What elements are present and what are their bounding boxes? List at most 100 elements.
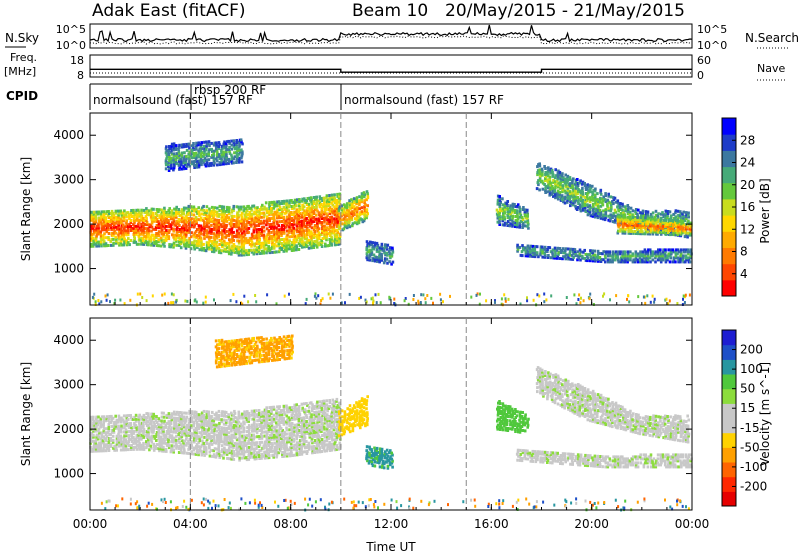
range-cell: [220, 160, 224, 164]
range-cell: [188, 419, 191, 423]
range-cell: [316, 233, 319, 237]
range-cell: [200, 419, 203, 423]
range-cell: [576, 184, 580, 187]
range-cell: [320, 245, 324, 248]
range-cell: [594, 255, 598, 259]
range-cell: [114, 235, 117, 239]
range-cell: [205, 424, 209, 428]
range-cell: [642, 218, 645, 222]
range-cell: [666, 223, 669, 226]
range-cell: [379, 301, 382, 305]
range-cell: [227, 431, 231, 435]
range-cell: [205, 223, 209, 227]
range-cell: [554, 184, 557, 188]
range-cell: [576, 178, 579, 181]
range-cell: [235, 145, 238, 148]
range-cell: [125, 416, 129, 420]
range-cell: [99, 218, 102, 222]
range-cell: [591, 212, 595, 216]
range-cell: [579, 209, 583, 213]
range-cell: [548, 191, 552, 195]
range-cell: [578, 252, 582, 256]
range-cell: [115, 442, 119, 446]
nave-label: Nave: [757, 62, 785, 75]
range-cell: [195, 442, 199, 446]
range-cell: [200, 240, 203, 244]
range-cell: [569, 194, 573, 198]
range-cell: [305, 297, 308, 301]
range-cell: [227, 246, 231, 250]
range-cell: [599, 210, 603, 214]
range-cell: [117, 217, 121, 221]
range-cell: [160, 441, 164, 445]
range-cell: [232, 449, 235, 453]
range-cell: [193, 207, 196, 211]
range-cell: [205, 144, 208, 148]
range-cell: [588, 253, 592, 257]
range-cell: [142, 447, 146, 451]
range-cell: [308, 242, 312, 246]
range-cell: [546, 250, 549, 253]
cpid-segment-4: normalsound (fast) 157 RF: [344, 93, 504, 107]
range-cell: [208, 229, 212, 233]
range-cell: [165, 210, 168, 214]
range-cell: [679, 219, 683, 223]
range-cell: [198, 248, 202, 252]
range-cell: [194, 151, 198, 155]
range-cell: [162, 415, 166, 419]
range-cell: [541, 247, 545, 251]
range-cell: [336, 230, 340, 234]
range-cell: [503, 203, 507, 207]
range-cell: [353, 209, 356, 213]
range-cell: [168, 424, 171, 428]
range-cell: [221, 229, 224, 233]
range-cell: [419, 301, 422, 304]
range-cell: [197, 238, 200, 242]
range-cell: [345, 222, 349, 226]
range-cell: [683, 235, 687, 239]
range-cell: [543, 251, 546, 255]
range-cell: [660, 220, 663, 224]
range-cell: [238, 245, 242, 249]
range-cell: [664, 256, 667, 260]
range-cell: [121, 211, 125, 215]
range-cell: [559, 176, 562, 180]
range-cell: [207, 241, 210, 245]
range-cell: [363, 199, 366, 203]
range-cell: [518, 223, 522, 227]
range-cell: [656, 216, 660, 220]
range-cell: [264, 243, 268, 247]
range-cell: [163, 226, 167, 230]
range-cell: [571, 195, 574, 199]
range-cell: [142, 419, 146, 423]
range-cell: [140, 230, 144, 234]
range-cell: [138, 214, 141, 218]
range-cell: [197, 413, 201, 417]
range-cell: [95, 228, 98, 232]
range-cell: [686, 225, 689, 229]
range-cell: [516, 213, 519, 217]
range-cell: [233, 429, 236, 433]
range-cell: [184, 417, 188, 421]
range-cell: [470, 295, 473, 299]
range-cell: [89, 212, 93, 216]
range-cell: [316, 241, 319, 245]
range-cell: [174, 148, 178, 152]
range-cell: [138, 441, 141, 445]
range-cell: [210, 414, 213, 418]
range-cell: [325, 234, 329, 238]
range-cell: [520, 250, 524, 254]
range-cell: [133, 421, 136, 425]
range-cell: [122, 223, 125, 227]
range-cell: [253, 242, 256, 246]
range-cell: [275, 210, 279, 214]
range-cell: [303, 211, 306, 215]
range-cell: [603, 198, 607, 202]
range-cell: [203, 421, 206, 425]
range-cell: [137, 417, 140, 421]
range-cell: [162, 224, 165, 228]
range-cell: [230, 425, 234, 429]
range-cell: [687, 258, 691, 262]
range-cell: [165, 429, 169, 433]
range-cell: [192, 241, 195, 245]
